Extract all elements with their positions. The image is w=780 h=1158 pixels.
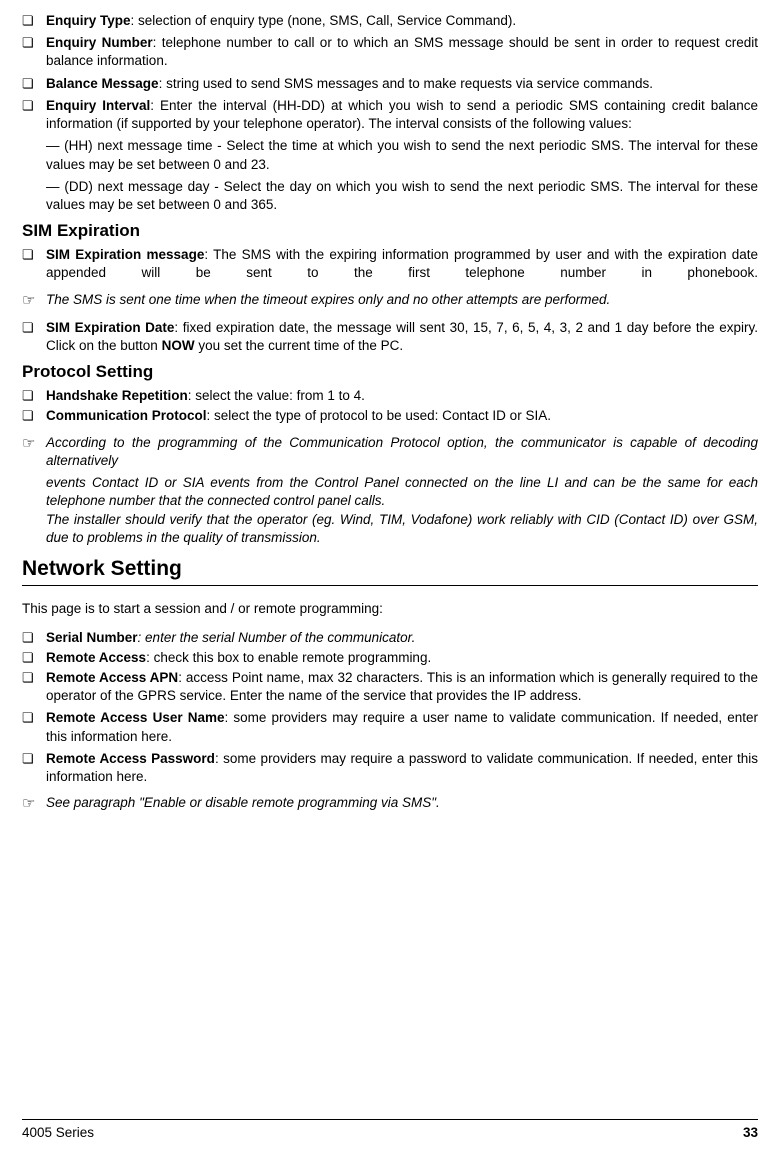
item-text: Enquiry Interval: Enter the interval (HH… <box>46 97 758 133</box>
sub-item: — (HH) next message time - Select the ti… <box>46 137 758 173</box>
square-bullet-icon <box>22 709 46 745</box>
item-text: Serial Number: enter the serial Number o… <box>46 629 758 647</box>
item-text: Remote Access Password: some providers m… <box>46 750 758 786</box>
heading-network-setting: Network Setting <box>22 555 758 586</box>
list-item: Enquiry Number: telephone number to call… <box>22 34 758 70</box>
page-footer: 4005 Series 33 <box>22 1119 758 1142</box>
square-bullet-icon <box>22 97 46 133</box>
list-item: Enquiry Interval: Enter the interval (HH… <box>22 97 758 133</box>
list-item: SIM Expiration Date: fixed expiration da… <box>22 319 758 355</box>
square-bullet-icon <box>22 649 46 667</box>
list-item: SIM Expiration message: The SMS with the… <box>22 246 758 282</box>
square-bullet-icon <box>22 407 46 425</box>
item-text: Enquiry Number: telephone number to call… <box>46 34 758 70</box>
pointing-hand-icon <box>22 794 46 814</box>
list-item: Remote Access: check this box to enable … <box>22 649 758 667</box>
note-item: See paragraph "Enable or disable remote … <box>22 794 758 814</box>
list-item: Remote Access Password: some providers m… <box>22 750 758 786</box>
item-text: Remote Access User Name: some providers … <box>46 709 758 745</box>
item-text: Remote Access: check this box to enable … <box>46 649 758 667</box>
intro-paragraph: This page is to start a session and / or… <box>22 600 758 618</box>
square-bullet-icon <box>22 629 46 647</box>
sub-item: — (DD) next message day - Select the day… <box>46 178 758 214</box>
section-items-1: Enquiry Type: selection of enquiry type … <box>22 12 758 214</box>
item-text: Handshake Repetition: select the value: … <box>46 387 758 405</box>
note-text: According to the programming of the Comm… <box>46 434 758 547</box>
list-item: Remote Access User Name: some providers … <box>22 709 758 745</box>
list-item: Communication Protocol: select the type … <box>22 407 758 425</box>
note-item: According to the programming of the Comm… <box>22 434 758 547</box>
list-item: Handshake Repetition: select the value: … <box>22 387 758 405</box>
item-text: SIM Expiration Date: fixed expiration da… <box>46 319 758 355</box>
list-item: Serial Number: enter the serial Number o… <box>22 629 758 647</box>
square-bullet-icon <box>22 34 46 70</box>
square-bullet-icon <box>22 12 46 30</box>
pointing-hand-icon <box>22 291 46 311</box>
item-text: SIM Expiration message: The SMS with the… <box>46 246 758 282</box>
square-bullet-icon <box>22 319 46 355</box>
heading-protocol-setting: Protocol Setting <box>22 361 758 384</box>
square-bullet-icon <box>22 669 46 705</box>
item-text: Communication Protocol: select the type … <box>46 407 758 425</box>
square-bullet-icon <box>22 750 46 786</box>
square-bullet-icon <box>22 246 46 282</box>
list-item: Enquiry Type: selection of enquiry type … <box>22 12 758 30</box>
item-text: Balance Message: string used to send SMS… <box>46 75 758 93</box>
page-number: 33 <box>743 1124 758 1142</box>
list-item: Balance Message: string used to send SMS… <box>22 75 758 93</box>
square-bullet-icon <box>22 387 46 405</box>
note-text: The SMS is sent one time when the timeou… <box>46 291 758 311</box>
square-bullet-icon <box>22 75 46 93</box>
item-text: Remote Access APN: access Point name, ma… <box>46 669 758 705</box>
list-item: Remote Access APN: access Point name, ma… <box>22 669 758 705</box>
note-item: The SMS is sent one time when the timeou… <box>22 291 758 311</box>
heading-sim-expiration: SIM Expiration <box>22 220 758 243</box>
pointing-hand-icon <box>22 434 46 547</box>
note-text: See paragraph "Enable or disable remote … <box>46 794 758 814</box>
item-text: Enquiry Type: selection of enquiry type … <box>46 12 758 30</box>
footer-series: 4005 Series <box>22 1124 94 1142</box>
